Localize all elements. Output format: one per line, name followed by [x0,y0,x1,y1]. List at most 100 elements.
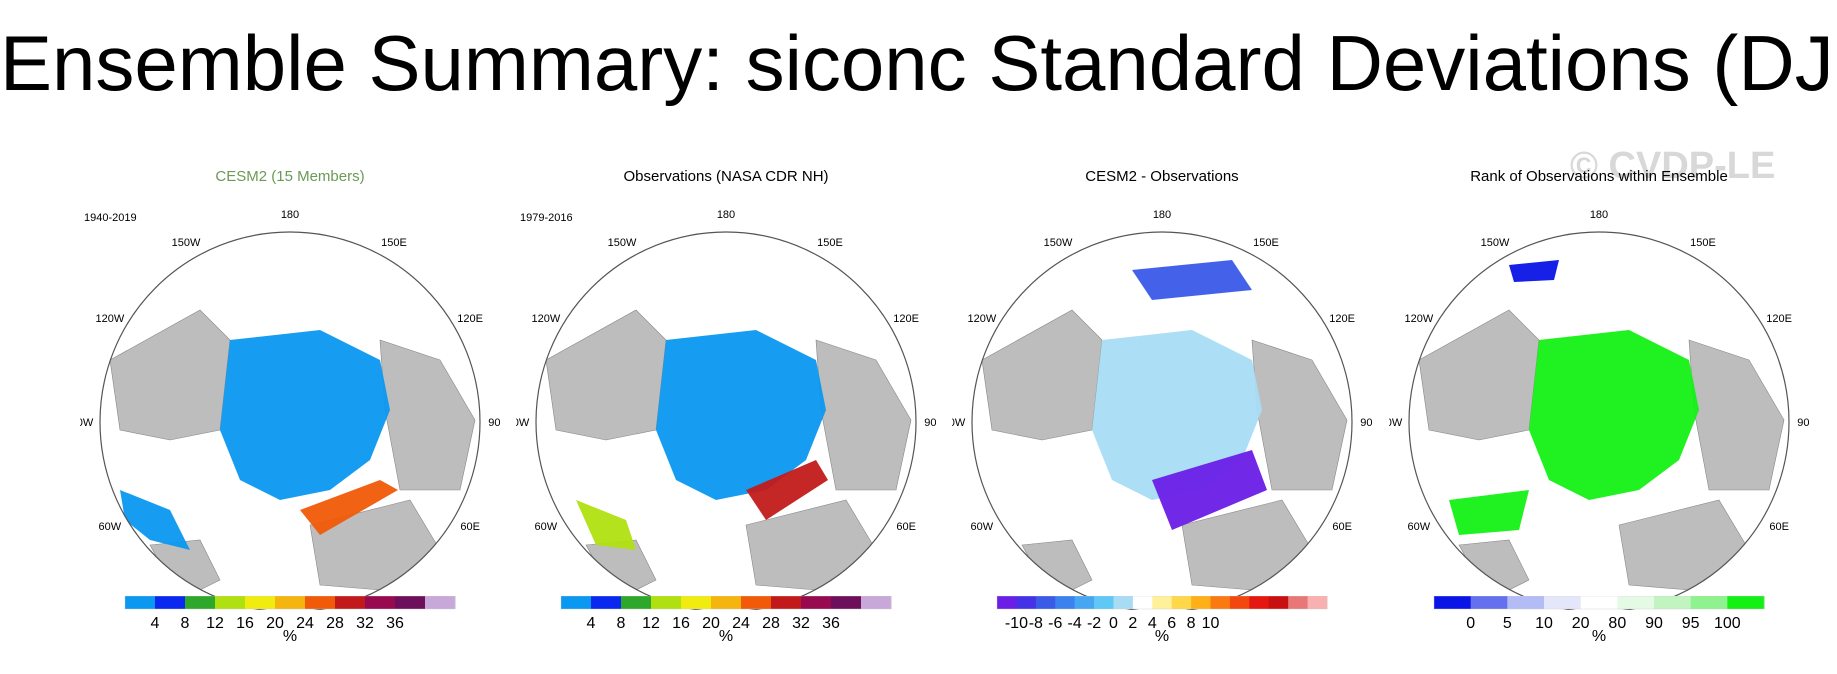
colorbar-swatch [831,596,862,609]
colorbar-tick-label: 6 [1167,615,1176,632]
colorbar-swatch [1434,596,1472,609]
colorbar-tick-label: -10 [1005,615,1028,632]
longitude-label: 150W [608,237,637,249]
colorbar-swatch [997,596,1017,609]
longitude-label: 90W [952,417,966,429]
colorbar-tick-label: 32 [792,615,810,632]
map-panel-rank: Rank of Observations within Ensemble 180… [1389,160,1809,660]
colorbar-swatch [125,596,156,609]
longitude-label: 180 [281,209,299,221]
colorbar-swatch [1113,596,1134,609]
colorbar-swatch [1094,596,1114,609]
polar-map: 180150E120E90E60E30E030W60W90W120W150W [1389,209,1809,610]
colorbar-tick-label: 100 [1714,615,1741,632]
colorbar-tick-label: 10 [1535,615,1553,632]
colorbar-swatch [1727,596,1765,609]
colorbar-swatch [681,596,712,609]
colorbar-swatch [651,596,682,609]
panel-title: Rank of Observations within Ensemble [1470,168,1728,185]
longitude-label: 120E [893,313,919,325]
colorbar-tick-label: 12 [206,615,224,632]
colorbar-swatch [305,596,336,609]
page-title: Ensemble Summary: siconc Standard Deviat… [0,19,1837,107]
colorbar-swatch [155,596,186,609]
sea-ice-field [1529,330,1699,500]
colorbar-tick-label: 12 [642,615,660,632]
colorbar-swatch [245,596,276,609]
colorbar-tick-label: 16 [672,615,690,632]
colorbar-tick-label: -4 [1068,615,1082,632]
colorbar-units: % [282,628,298,645]
colorbar-swatch [741,596,772,609]
colorbar-tick-label: 0 [1109,615,1118,632]
longitude-label: 150E [817,237,843,249]
colorbar-tick-label: 4 [151,615,160,632]
colorbar-swatch [1580,596,1618,609]
colorbar-swatch [1654,596,1692,609]
colorbar-swatch [1171,596,1192,609]
sea-ice-field [576,500,636,550]
sea-ice-field [746,460,828,520]
colorbar-tick-label: 90 [1645,615,1663,632]
sea-ice-field [1132,260,1252,300]
longitude-label: 150W [172,237,201,249]
longitude-label: 90W [80,417,94,429]
colorbar-swatch [801,596,832,609]
longitude-label: 120W [1404,313,1433,325]
panel-period: 1979-2016 [520,212,573,224]
colorbar-tick-label: 80 [1608,615,1626,632]
colorbar-swatch [185,596,216,609]
longitude-label: 150W [1481,237,1510,249]
map-panel-observations: Observations (NASA CDR NH) 1979-2016 180… [516,160,936,660]
polar-map: 180150E120E90E60E30E030W60W90W120W150W [952,209,1372,610]
map-panel-cesm2: CESM2 (15 Members) 1940-2019 180 150E 120E… [80,160,500,660]
colorbar-tick-label: 20 [1572,615,1590,632]
colorbar-tick-label: 36 [822,615,840,632]
longitude-label: 120W [967,313,996,325]
colorbar-units: % [718,628,734,645]
longitude-label: 120W [95,313,124,325]
colorbar-tick-label: 8 [1187,615,1196,632]
colorbar-swatch [1055,596,1076,609]
colorbar-tick-label: 8 [617,615,626,632]
watermark: © CVDP-LE [1570,145,1776,187]
colorbar-swatch [1470,596,1508,609]
longitude-label: 180 [717,209,735,221]
colorbar: 4 8 12 16 20 24 28 32 36 [516,595,936,652]
colorbar-swatch [275,596,306,609]
map-panel-difference: CESM2 - Observations 180150E120E90E60E30… [952,160,1372,660]
colorbar-tick-label: 32 [356,615,374,632]
colorbar-swatch [425,596,456,609]
longitude-label: 150E [1690,237,1716,249]
longitude-label: 150E [381,237,407,249]
colorbar-swatch [1690,596,1728,609]
colorbar-units: % [1154,628,1170,645]
longitude-label: 90W [516,417,530,429]
colorbar-tick-label: 16 [236,615,254,632]
colorbar-units: % [1591,628,1607,645]
colorbar-swatch [711,596,742,609]
longitude-label: 150E [1253,237,1279,249]
colorbar-tick-label: 5 [1503,615,1512,632]
longitude-label: 90E [1360,417,1372,429]
colorbar-swatch [1288,596,1309,609]
longitude-label: 90E [1797,417,1809,429]
sea-ice-field [1509,260,1559,282]
sea-ice-field [656,330,826,500]
sea-ice-field [220,330,390,500]
panel-period: 1940-2019 [84,212,137,224]
colorbar-swatch [1152,596,1173,609]
colorbar-tick-label: 28 [762,615,780,632]
colorbar-tick-label: -8 [1029,615,1043,632]
colorbar-swatch [1210,596,1231,609]
colorbar-tick-label: 28 [326,615,344,632]
colorbar-swatch [1132,596,1153,609]
colorbar-swatch [1074,596,1095,609]
longitude-label: 120E [1766,313,1792,325]
colorbar-swatch [1229,596,1250,609]
longitude-label: 90E [924,417,936,429]
sea-ice-field [1092,330,1262,500]
colorbar-tick-label: 0 [1466,615,1475,632]
polar-map: 180150E120E90E60E30E030W60W90W120W150W [516,209,936,610]
colorbar-swatch [1617,596,1655,609]
